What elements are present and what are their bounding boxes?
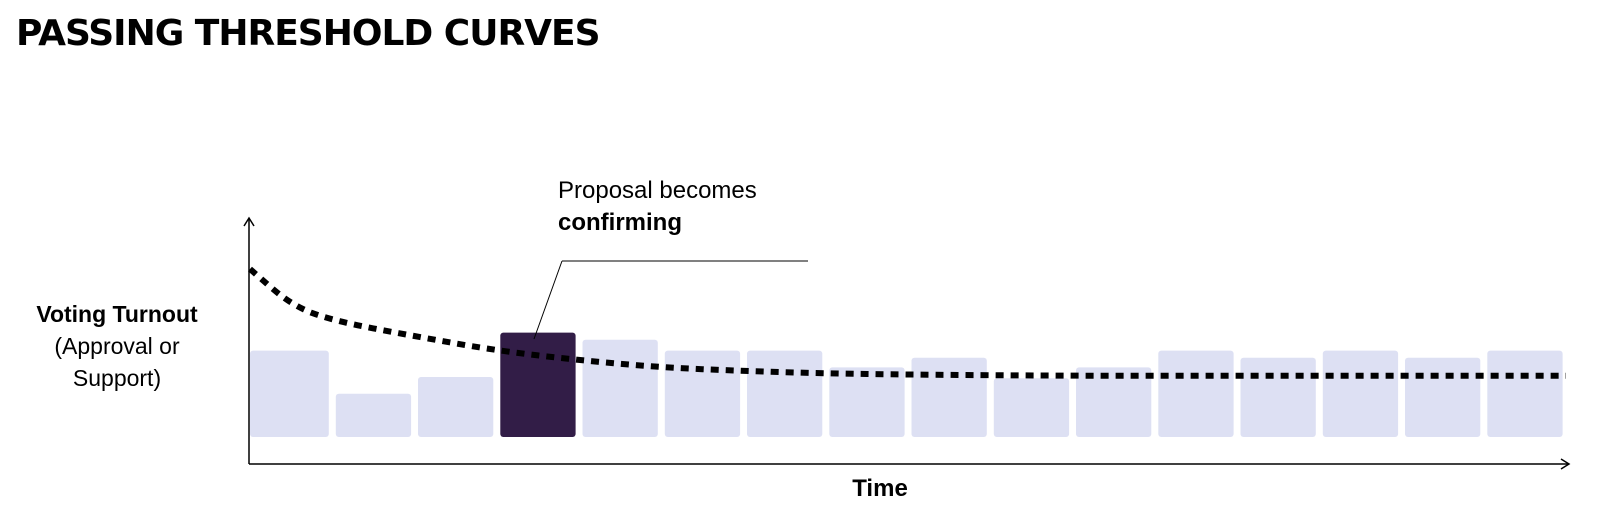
turnout-bar	[1158, 351, 1233, 437]
annotation-leader-diagonal	[534, 261, 562, 339]
turnout-bar	[747, 351, 822, 437]
turnout-bar	[1405, 358, 1480, 437]
turnout-bar	[583, 340, 658, 437]
turnout-bar	[829, 367, 904, 437]
turnout-bar	[994, 378, 1069, 437]
bars-group	[250, 333, 1563, 437]
turnout-bar	[912, 358, 987, 437]
turnout-bar	[665, 351, 740, 437]
turnout-bar	[418, 377, 493, 437]
turnout-bar	[250, 351, 329, 437]
confirming-bar	[500, 333, 575, 437]
turnout-bar	[1323, 351, 1398, 437]
turnout-bar	[336, 394, 411, 437]
turnout-bar	[1487, 351, 1562, 437]
turnout-bar	[1241, 358, 1316, 437]
